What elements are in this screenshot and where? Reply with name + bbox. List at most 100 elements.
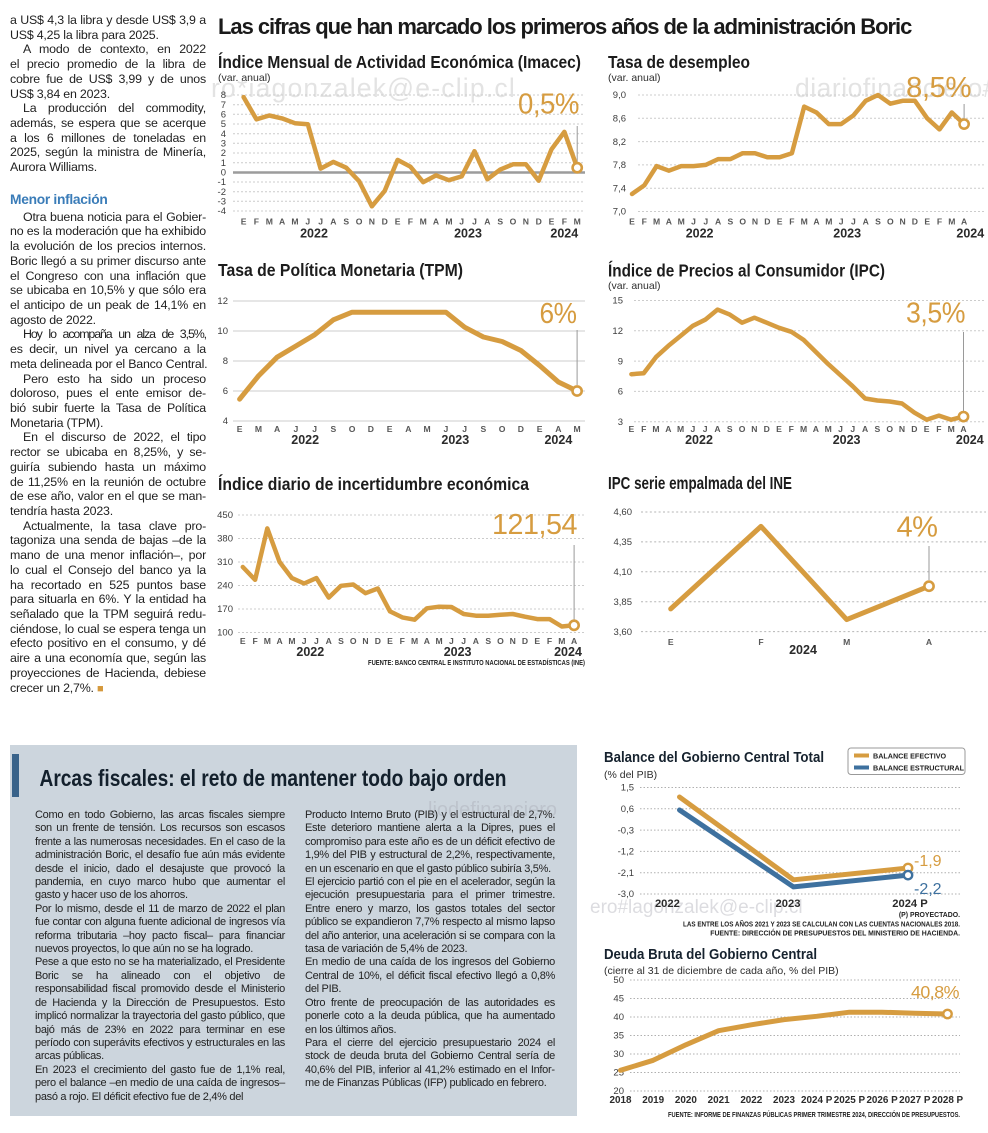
svg-text:N: N [899, 424, 905, 434]
svg-text:O: O [510, 217, 517, 227]
svg-text:E: E [237, 424, 243, 434]
svg-text:A: A [473, 636, 479, 646]
svg-text:F: F [252, 636, 257, 646]
svg-text:M: M [266, 217, 273, 227]
svg-text:F: F [758, 637, 763, 647]
svg-text:F: F [936, 424, 941, 434]
svg-text:3: 3 [618, 417, 623, 428]
svg-text:D: D [912, 217, 918, 227]
svg-text:A: A [330, 217, 336, 227]
svg-text:BALANCE EFECTIVO: BALANCE EFECTIVO [873, 752, 946, 761]
svg-text:-2,1: -2,1 [618, 868, 634, 879]
svg-text:S: S [727, 424, 733, 434]
svg-text:E: E [924, 217, 930, 227]
svg-text:LAS ENTRE LOS AÑOS 2021 Y 2023: LAS ENTRE LOS AÑOS 2021 Y 2023 SE CALCUL… [683, 920, 960, 929]
svg-text:A: A [274, 424, 280, 434]
svg-text:M: M [843, 637, 850, 647]
svg-text:J: J [449, 636, 454, 646]
svg-text:D: D [536, 217, 542, 227]
svg-text:A: A [813, 424, 819, 434]
svg-text:J: J [691, 217, 696, 227]
svg-text:A: A [279, 217, 285, 227]
svg-text:Índice Mensual de Actividad Ec: Índice Mensual de Actividad Económica (I… [218, 51, 581, 72]
svg-text:N: N [751, 424, 757, 434]
svg-text:J: J [459, 217, 464, 227]
svg-text:F: F [642, 217, 647, 227]
svg-text:2023: 2023 [773, 1095, 795, 1106]
svg-text:E: E [537, 424, 543, 434]
svg-text:2024 P: 2024 P [892, 898, 928, 910]
svg-text:E: E [534, 636, 540, 646]
svg-text:7,8: 7,8 [613, 160, 626, 171]
svg-text:A: A [862, 424, 868, 434]
svg-text:F: F [408, 217, 413, 227]
svg-text:2023: 2023 [833, 227, 861, 241]
svg-text:2022: 2022 [685, 433, 713, 447]
svg-text:25: 25 [613, 1068, 624, 1079]
svg-text:Tasa de desempleo: Tasa de desempleo [608, 52, 750, 72]
svg-text:A: A [424, 636, 430, 646]
svg-text:12: 12 [612, 326, 623, 337]
svg-text:E: E [549, 217, 555, 227]
svg-text:J: J [305, 217, 310, 227]
svg-text:J: J [839, 217, 844, 227]
svg-text:6: 6 [618, 387, 623, 398]
svg-text:-1: -1 [218, 177, 226, 188]
svg-text:J: J [312, 424, 317, 434]
svg-text:S: S [343, 217, 349, 227]
svg-text:-4: -4 [218, 206, 226, 217]
svg-text:7,0: 7,0 [613, 207, 626, 218]
svg-text:J: J [314, 636, 319, 646]
svg-text:M: M [678, 217, 685, 227]
svg-text:D: D [368, 424, 374, 434]
svg-text:J: J [691, 424, 696, 434]
svg-text:M: M [424, 424, 431, 434]
svg-text:2024: 2024 [789, 643, 817, 657]
svg-text:D: D [764, 424, 770, 434]
svg-text:310: 310 [217, 557, 233, 568]
svg-text:D: D [518, 424, 524, 434]
svg-text:3,85: 3,85 [614, 597, 633, 608]
svg-text:E: E [240, 636, 246, 646]
svg-text:-3,0: -3,0 [618, 889, 634, 900]
svg-text:2024 P: 2024 P [801, 1095, 833, 1106]
svg-text:E: E [629, 217, 635, 227]
svg-text:FUENTE: INFORME DE FINANZAS PÚ: FUENTE: INFORME DE FINANZAS PÚBLICAS PRI… [668, 1110, 960, 1119]
svg-text:S: S [875, 424, 881, 434]
svg-text:O: O [350, 636, 357, 646]
svg-text:2022: 2022 [655, 898, 680, 910]
svg-text:M: M [653, 217, 660, 227]
svg-text:7,4: 7,4 [613, 183, 626, 194]
svg-text:2018: 2018 [610, 1095, 632, 1106]
svg-text:M: M [264, 636, 271, 646]
svg-text:0,6: 0,6 [621, 804, 634, 815]
svg-text:380: 380 [217, 534, 233, 545]
svg-text:(cierre al 31 de diciembre de: (cierre al 31 de diciembre de cada año, … [604, 965, 839, 977]
svg-text:F: F [400, 636, 405, 646]
svg-text:Balance del Gobierno Central T: Balance del Gobierno Central Total [604, 749, 824, 766]
svg-text:BALANCE ESTRUCTURAL: BALANCE ESTRUCTURAL [873, 764, 965, 773]
svg-text:2023: 2023 [833, 433, 861, 447]
svg-text:J: J [318, 217, 323, 227]
svg-text:N: N [899, 217, 905, 227]
svg-text:F: F [937, 217, 942, 227]
svg-text:M: M [948, 217, 955, 227]
svg-text:3,60: 3,60 [614, 627, 633, 638]
svg-text:2020: 2020 [675, 1095, 697, 1106]
svg-text:M: M [948, 424, 955, 434]
svg-text:(P) PROYECTADO.: (P) PROYECTADO. [899, 912, 960, 919]
svg-text:A: A [961, 217, 967, 227]
svg-text:1: 1 [221, 158, 226, 169]
svg-text:M: M [420, 217, 427, 227]
svg-text:D: D [764, 217, 770, 227]
svg-text:2023: 2023 [776, 898, 801, 910]
svg-text:D: D [382, 217, 388, 227]
svg-text:450: 450 [217, 510, 233, 521]
svg-text:S: S [497, 217, 503, 227]
svg-text:F: F [789, 217, 794, 227]
svg-text:45: 45 [613, 994, 624, 1005]
svg-text:20: 20 [613, 1086, 624, 1097]
svg-text:A: A [926, 637, 932, 647]
svg-text:2024: 2024 [544, 433, 572, 447]
svg-text:2022: 2022 [686, 227, 714, 241]
